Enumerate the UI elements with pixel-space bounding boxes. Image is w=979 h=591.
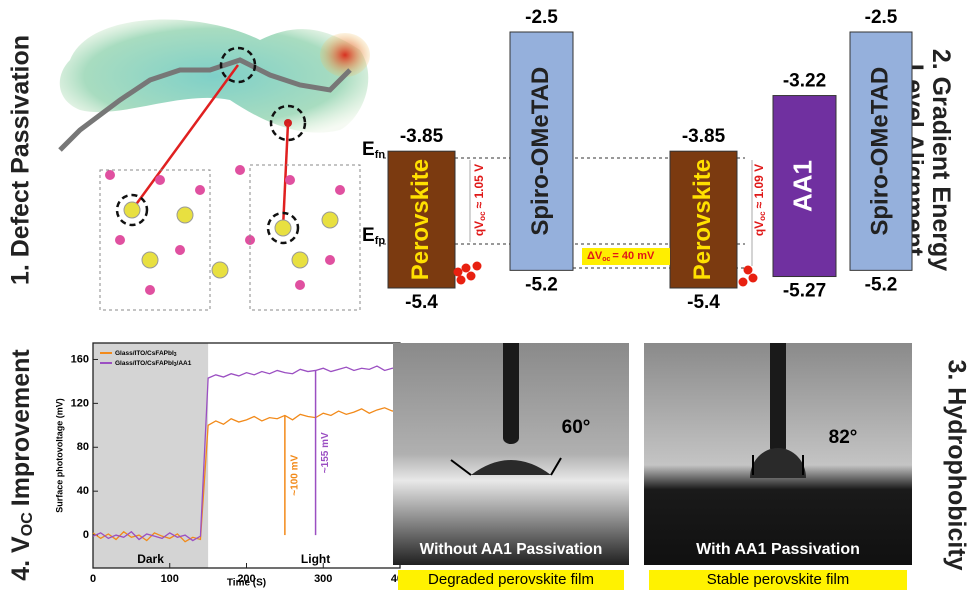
- charge-dot: [462, 264, 471, 273]
- needle: [770, 343, 786, 448]
- text-part: Glass/ITO/CsFAPbI: [115, 360, 174, 367]
- text-part: oc: [758, 211, 767, 221]
- text-part: 2. Gradient Energy: [927, 49, 955, 271]
- voc-label: qVoc ≈ 1.05 V: [472, 164, 487, 236]
- level-label: Efn: [362, 139, 385, 161]
- text-part: = 40 mV: [612, 250, 655, 262]
- level-label: -5.2: [525, 274, 558, 295]
- text-part: ≈ 1.05 V: [472, 164, 486, 209]
- level-label: Efp: [362, 225, 385, 247]
- level-label: -2.5: [865, 7, 898, 28]
- voc-label: qVoc ≈ 1.09 V: [752, 164, 767, 236]
- x-tick-label: 0: [90, 573, 96, 585]
- charge-dot: [473, 262, 482, 271]
- text-part: 4. V: [7, 536, 35, 581]
- dark-region: [93, 343, 208, 568]
- x-tick-label: 100: [161, 573, 179, 585]
- text-part: fn: [375, 149, 386, 161]
- text-part: ≈ 1.09 V: [752, 164, 766, 209]
- text-part: ΔV: [587, 250, 603, 262]
- y-tick-label: 80: [77, 441, 89, 453]
- text-part: fp: [375, 235, 386, 247]
- x-tick-label: 300: [314, 573, 332, 585]
- annotation: ~100 mV: [290, 454, 301, 495]
- caption: Degraded perovskite film: [428, 571, 594, 588]
- caption: Stable perovskite film: [707, 571, 850, 588]
- level-label: -5.27: [783, 281, 826, 302]
- block-name: Perovskite: [689, 159, 716, 280]
- text-part: Glass/ITO/CsFAPbI: [115, 350, 174, 357]
- charge-dot: [739, 278, 748, 287]
- block-name: Perovskite: [407, 159, 434, 280]
- y-axis-label: Surface photovoltage (mV): [54, 398, 64, 513]
- block-name: Spiro-OMeTAD: [866, 67, 893, 236]
- text-part: Improvement: [7, 349, 35, 507]
- y-tick-label: 40: [77, 485, 89, 497]
- y-tick-label: 0: [83, 529, 89, 541]
- level-label: -5.2: [865, 274, 898, 295]
- contact-angle: 60°: [562, 417, 591, 438]
- level-label: -5.4: [405, 292, 438, 313]
- text-part: OC: [19, 512, 36, 536]
- charge-dot: [744, 266, 753, 275]
- y-tick-label: 160: [71, 353, 89, 365]
- page: {"panels":{"defect":"1. Defect Passivati…: [0, 0, 979, 591]
- level-label: -3.22: [783, 71, 826, 92]
- text-part: qV: [472, 221, 486, 236]
- panel-title: 1. Defect Passivation: [7, 35, 35, 285]
- level-label: -5.4: [687, 292, 720, 313]
- block-name: Spiro-OMeTAD: [527, 67, 554, 236]
- annotation: Light: [301, 552, 330, 566]
- annotation: Dark: [137, 552, 164, 566]
- photo-label: With AA1 Passivation: [696, 541, 860, 558]
- text-part: E: [362, 225, 375, 246]
- needle: [503, 343, 519, 438]
- needle-tip: [503, 432, 519, 444]
- text-part: oc: [478, 211, 487, 221]
- y-tick-label: 120: [71, 397, 89, 409]
- block-name: AA1: [787, 160, 817, 212]
- molecule-art: [60, 20, 370, 310]
- text-part: oc: [602, 256, 610, 263]
- contact-angle: 82°: [829, 427, 858, 448]
- text-part: 3: [174, 352, 177, 358]
- delta-label: ΔVoc= 40 mV: [587, 250, 655, 263]
- charge-dot: [467, 272, 476, 281]
- panel-title: 3. Hydrophobicity: [942, 359, 970, 570]
- panel-title: 4. VOC Improvement: [7, 349, 37, 581]
- charge-dot: [749, 274, 758, 283]
- x-axis-label: Time (S): [227, 578, 266, 589]
- charge-dot: [457, 276, 466, 285]
- level-label: -3.85: [400, 126, 444, 147]
- photo-label: Without AA1 Passivation: [420, 541, 603, 558]
- text-part: E: [362, 139, 375, 160]
- charge-dot: [454, 268, 463, 277]
- text-part: /AA1: [177, 360, 192, 367]
- figure: 1. Defect Passivation 2. Gradient Energy L…: [0, 0, 979, 591]
- level-label: -3.85: [682, 126, 726, 147]
- annotation: ~155 mV: [320, 432, 331, 473]
- text-part: qV: [752, 221, 766, 236]
- level-label: -2.5: [525, 7, 558, 28]
